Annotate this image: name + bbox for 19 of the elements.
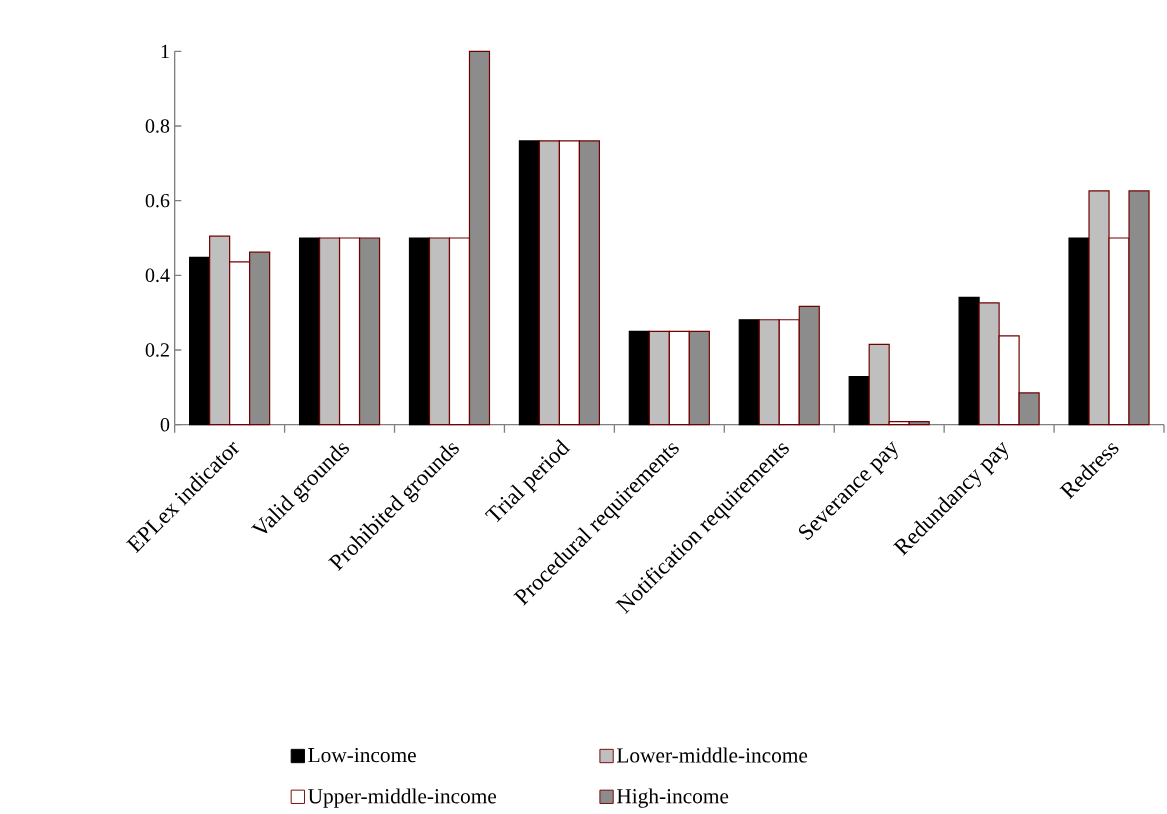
bar (1068, 237, 1090, 426)
legend-label: Upper-middle-income (308, 788, 497, 808)
bar (738, 319, 760, 426)
bar (298, 237, 321, 426)
bar (408, 237, 431, 426)
legend-label: Low-income (308, 747, 416, 763)
y-tick-label: 0.6 (145, 193, 170, 208)
y-tick-label: 0 (160, 417, 170, 432)
bar (958, 296, 980, 426)
y-tick-label: 0.2 (145, 343, 169, 357)
y-tick-label: 0.8 (145, 119, 170, 133)
y-tick-label: 0.4 (145, 268, 170, 283)
bar (848, 375, 870, 426)
legend-label: High-income (616, 788, 729, 808)
bar (189, 256, 211, 426)
y-tick-label: 1 (161, 44, 169, 58)
bar (628, 330, 650, 426)
legend-label: Lower-middle-income (616, 747, 808, 763)
bar (518, 140, 541, 426)
